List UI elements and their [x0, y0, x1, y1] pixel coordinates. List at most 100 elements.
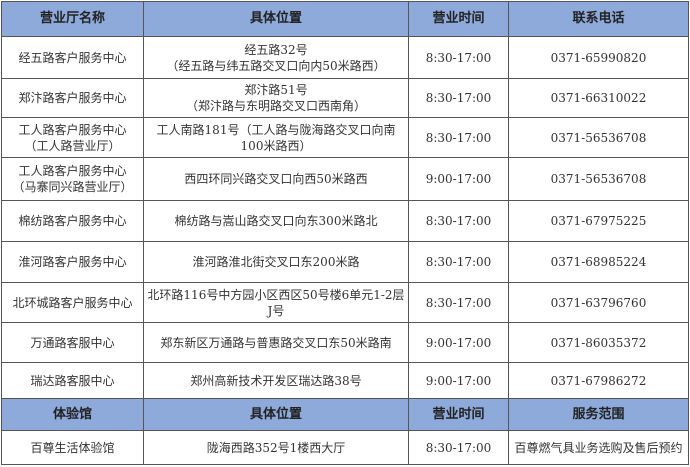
header-name: 营业厅名称: [1, 1, 144, 37]
hall-phone-text: 0371-56536708: [550, 130, 647, 145]
hall-phone-text: 0371-67986272: [550, 373, 647, 388]
table-row: 棉纺路客户服务中心 棉纺路与嵩山路交叉口向东300米路北 8:30-17:00 037…: [1, 200, 689, 242]
hall-hours-text: 8:30-17:00: [425, 91, 492, 105]
hall-location: 郑州高新技术开发区瑞达路38号: [143, 362, 409, 399]
hall-location: 西四环同兴路交叉口向西50米路西: [143, 157, 409, 201]
hall-name: 工人路客户服务中心 （马寨同兴路营业厅）: [1, 157, 144, 201]
hall-location: 郑汴路51号 （郑汴路与东明路交叉口西南角）: [143, 78, 409, 118]
hall-phone: 0371-65990820: [508, 36, 689, 79]
hall-location-text: 郑汴路51号: [244, 83, 308, 97]
table-row: 淮河路客户服务中心 淮河路淮北街交叉口东200米路 8:30-17:00 0371-6…: [1, 241, 689, 283]
hall-location-text: 100米路西）: [240, 138, 312, 153]
header-row: 营业厅名称 具体位置 营业时间 联系电话: [1, 1, 689, 37]
header-row-2: 体验馆 具体位置 营业时间 服务范围: [1, 398, 689, 431]
hall-hours-text: 8:30-17:00: [425, 255, 492, 269]
hall-hours: 8:30-17:00: [408, 241, 509, 283]
hall-hours: 9:00-17:00: [408, 362, 509, 399]
hall-phone: 0371-56536708: [508, 117, 689, 158]
hall-location-text: 郑州高新技术开发区瑞达路38号: [190, 373, 362, 388]
header-location: 具体位置: [143, 1, 409, 37]
hall-phone: 0371-68985224: [508, 241, 689, 283]
table-row: 百尊生活体验馆 陇海西路352号1楼西大厅 8:30-17:00 百尊燃气具业务选购及…: [1, 430, 689, 465]
hall-name: 万通路客服中心: [1, 322, 144, 363]
hall-location-text: J号: [267, 303, 285, 318]
hall-name-text: 棉纺路客户服务中心: [18, 214, 127, 228]
hall-phone: 0371-67986272: [508, 362, 689, 399]
table-row: 经五路客户服务中心 经五路32号 （经五路与纬五路交叉口向内50米路西） 8:30-1…: [1, 36, 689, 79]
hall-phone: 0371-67975225: [508, 200, 689, 242]
hall-name-text: 郑汴路客户服务中心: [18, 91, 127, 105]
header2-hours: 营业时间: [408, 398, 509, 431]
hall-hours-text: 8:30-17:00: [425, 50, 492, 65]
hall-location-text: 棉纺路与嵩山路交叉口向东300米路北: [174, 214, 378, 228]
hall-phone-text: 0371-86035372: [550, 335, 647, 350]
hall-hours: 9:00-17:00: [408, 322, 509, 363]
hall-phone-text: 0371-67975225: [550, 214, 647, 228]
hall-location-text: （经五路与纬五路交叉口向内50米路西）: [166, 58, 386, 73]
hall-name: 工人路客户服务中心 （工人路营业厅）: [1, 117, 144, 158]
hall-name: 棉纺路客户服务中心: [1, 200, 144, 242]
hall-location: 淮河路淮北街交叉口东200米路: [143, 241, 409, 283]
hall-location: 工人南路181号（工人路与陇海路交叉口向南 100米路西）: [143, 117, 409, 158]
hall-hours: 8:30-17:00: [408, 282, 509, 323]
table-row: 工人路客户服务中心 （马寨同兴路营业厅） 西四环同兴路交叉口向西50米路西 9:00-…: [1, 157, 689, 201]
hall-name-text: （马寨同兴路营业厅）: [12, 180, 133, 194]
hall-hours-text: 9:00-17:00: [425, 335, 492, 350]
hall-location: 经五路32号 （经五路与纬五路交叉口向内50米路西）: [143, 36, 409, 79]
table-row: 北环城路客户服务中心 北环路116号中方园小区西区50号楼6单元1-2层 J号 8:3…: [1, 282, 689, 323]
hall-location: 郑东新区万通路与普惠路交叉口东50米路南: [143, 322, 409, 363]
hall-name-text: （工人路营业厅）: [24, 138, 121, 153]
hall-hours: 8:30-17:00: [408, 117, 509, 158]
table-row: 瑞达路客服中心 郑州高新技术开发区瑞达路38号 9:00-17:00 0371-679…: [1, 362, 689, 399]
hall-location-text: 经五路32号: [244, 42, 308, 57]
hall-phone-text: 0371-68985224: [550, 255, 647, 269]
experience-name: 百尊生活体验馆: [1, 430, 144, 465]
hall-phone: 0371-63796760: [508, 282, 689, 323]
hall-location: 北环路116号中方园小区西区50号楼6单元1-2层 J号: [143, 282, 409, 323]
hall-name-text: 经五路客户服务中心: [18, 50, 127, 65]
experience-location: 陇海西路352号1楼西大厅: [143, 430, 409, 465]
hall-name-text: 淮河路客户服务中心: [18, 255, 127, 269]
hall-location-text: 工人南路181号（工人路与陇海路交叉口向南: [156, 122, 396, 137]
hall-hours-text: 8:30-17:00: [425, 214, 492, 228]
hall-hours-text: 8:30-17:00: [425, 295, 492, 310]
hall-name: 郑汴路客户服务中心: [1, 78, 144, 118]
hall-name: 经五路客户服务中心: [1, 36, 144, 79]
hall-name-text: 万通路客服中心: [30, 335, 115, 350]
hall-location-text: 西四环同兴路交叉口向西50米路西: [184, 172, 368, 186]
experience-hours: 8:30-17:00: [408, 430, 509, 465]
hall-location-text: 郑东新区万通路与普惠路交叉口东50米路南: [160, 335, 392, 350]
hall-hours: 8:30-17:00: [408, 78, 509, 118]
hall-location-text: 北环路116号中方园小区西区50号楼6单元1-2层: [147, 287, 405, 302]
hall-hours: 8:30-17:00: [408, 200, 509, 242]
hall-name: 北环城路客户服务中心: [1, 282, 144, 323]
hall-name-text: 瑞达路客服中心: [30, 373, 115, 388]
hall-phone: 0371-86035372: [508, 322, 689, 363]
header-phone: 联系电话: [508, 1, 689, 37]
experience-scope: 百尊燃气具业务选购及售后预约: [508, 430, 689, 465]
hall-location-text: 淮河路淮北街交叉口东200米路: [192, 255, 360, 269]
table-row: 工人路客户服务中心 （工人路营业厅） 工人南路181号（工人路与陇海路交叉口向南 10…: [1, 117, 689, 158]
hall-name: 淮河路客户服务中心: [1, 241, 144, 283]
header-hours: 营业时间: [408, 1, 509, 37]
hall-hours: 9:00-17:00: [408, 157, 509, 201]
hall-hours-text: 9:00-17:00: [425, 373, 492, 388]
hall-hours: 8:30-17:00: [408, 36, 509, 79]
hall-location: 棉纺路与嵩山路交叉口向东300米路北: [143, 200, 409, 242]
hall-phone: 0371-56536708: [508, 157, 689, 201]
hall-phone-text: 0371-66310022: [550, 91, 647, 105]
header2-location: 具体位置: [143, 398, 409, 431]
hall-name: 瑞达路客服中心: [1, 362, 144, 399]
table-row: 万通路客服中心 郑东新区万通路与普惠路交叉口东50米路南 9:00-17:00 037…: [1, 322, 689, 363]
hall-hours-text: 8:30-17:00: [425, 130, 492, 145]
hall-phone-text: 0371-56536708: [550, 172, 647, 186]
header2-scope: 服务范围: [508, 398, 689, 431]
hall-phone-text: 0371-65990820: [550, 50, 647, 65]
hall-name-text: 北环城路客户服务中心: [12, 295, 133, 310]
hall-name-text: 工人路客户服务中心: [18, 164, 127, 178]
table-row: 郑汴路客户服务中心 郑汴路51号 （郑汴路与东明路交叉口西南角） 8:30-17:00…: [1, 78, 689, 118]
hall-phone: 0371-66310022: [508, 78, 689, 118]
hall-location-text: （郑汴路与东明路交叉口西南角）: [185, 99, 366, 113]
hall-name-text: 工人路客户服务中心: [18, 122, 127, 137]
